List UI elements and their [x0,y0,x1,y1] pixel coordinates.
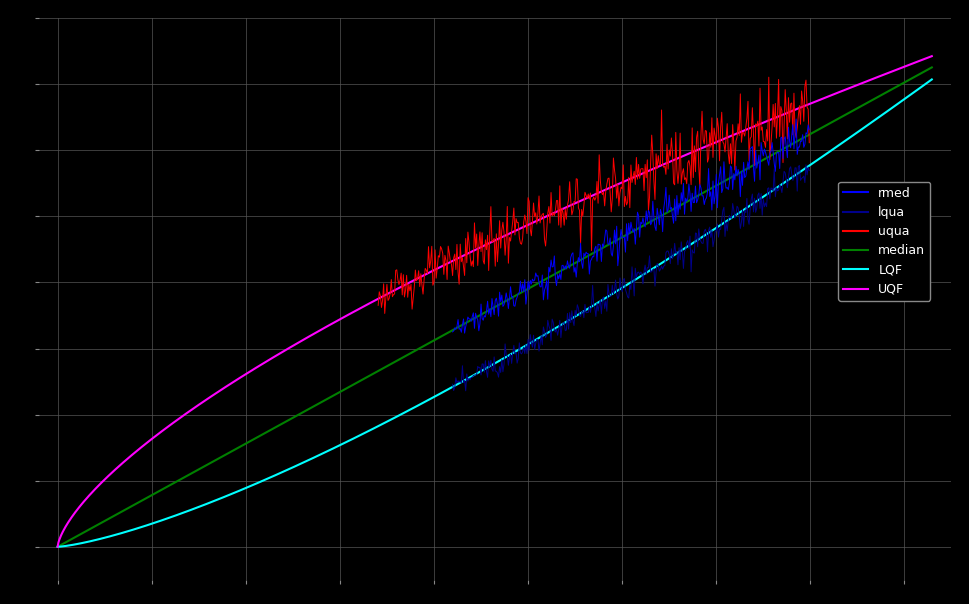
Legend: rmed, lqua, uqua, median, LQF, UQF: rmed, lqua, uqua, median, LQF, UQF [837,182,929,301]
